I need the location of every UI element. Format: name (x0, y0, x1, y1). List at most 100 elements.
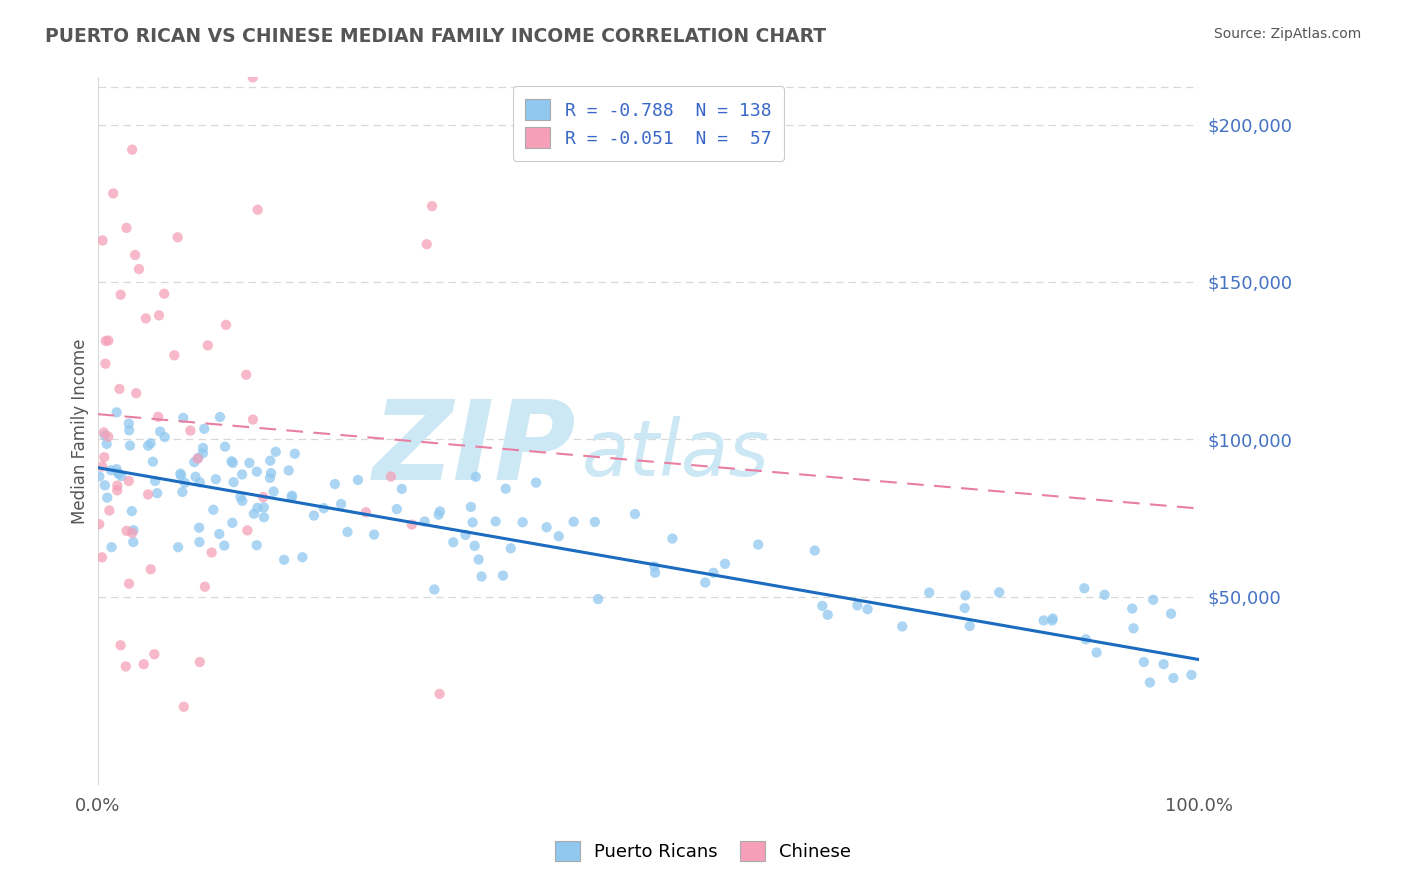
Point (423, 582, 446, 597)
Point (124, 248, 146, 262)
Point (100, 463, 122, 477)
Point (201, 545, 224, 559)
Point (208, 409, 231, 424)
Point (1142, 592, 1164, 607)
Point (586, 592, 609, 607)
Point (183, 455, 205, 469)
Point (253, 500, 276, 515)
Point (918, 585, 941, 599)
Point (128, 262, 150, 277)
Point (243, 507, 266, 521)
Point (136, 487, 159, 501)
Legend: Puerto Ricans, Chinese: Puerto Ricans, Chinese (541, 828, 865, 874)
Point (188, 521, 211, 535)
Point (188, 655, 211, 669)
Point (252, 490, 274, 504)
Point (661, 532, 683, 546)
Point (1153, 657, 1175, 672)
Point (105, 478, 128, 492)
Point (222, 475, 245, 490)
Point (281, 491, 304, 505)
Point (385, 502, 408, 516)
Point (118, 423, 141, 437)
Point (197, 338, 219, 352)
Point (179, 424, 201, 438)
Point (214, 440, 236, 454)
Point (184, 470, 207, 484)
Point (644, 566, 666, 580)
Point (97, 429, 120, 443)
Point (96, 437, 118, 451)
Point (441, 535, 464, 549)
Point (139, 436, 162, 450)
Point (1094, 588, 1116, 602)
Point (273, 553, 295, 567)
Point (1085, 646, 1108, 660)
Point (193, 422, 215, 436)
Point (955, 588, 977, 602)
Point (260, 466, 283, 480)
Point (416, 237, 439, 252)
Point (238, 456, 260, 470)
Point (512, 515, 534, 529)
Point (624, 507, 647, 521)
Point (846, 599, 869, 613)
Point (547, 529, 569, 543)
Point (170, 468, 193, 483)
Point (229, 490, 252, 504)
Point (94, 428, 117, 442)
Point (485, 515, 508, 529)
Point (536, 520, 558, 534)
Point (323, 477, 346, 491)
Point (103, 186, 125, 201)
Point (495, 482, 517, 496)
Point (146, 486, 169, 500)
Point (121, 504, 143, 518)
Point (202, 503, 225, 517)
Point (169, 467, 191, 481)
Point (122, 535, 145, 549)
Point (1121, 601, 1143, 615)
Point (467, 552, 489, 566)
Point (235, 368, 257, 382)
Point (222, 456, 245, 470)
Point (1042, 611, 1064, 625)
Point (803, 543, 825, 558)
Point (380, 469, 402, 483)
Point (291, 550, 314, 565)
Point (231, 467, 253, 482)
Point (284, 447, 307, 461)
Point (108, 467, 131, 481)
Text: Source: ZipAtlas.com: Source: ZipAtlas.com (1213, 27, 1361, 41)
Point (492, 568, 515, 582)
Point (188, 475, 211, 490)
Point (188, 535, 211, 549)
Point (214, 539, 236, 553)
Point (163, 348, 186, 362)
Point (429, 687, 451, 701)
Point (391, 482, 413, 496)
Point (110, 638, 132, 652)
Point (702, 566, 724, 580)
Point (811, 599, 834, 613)
Point (259, 453, 281, 467)
Point (236, 524, 259, 538)
Point (330, 497, 353, 511)
Point (1122, 621, 1144, 635)
Point (153, 286, 176, 301)
Point (524, 475, 547, 490)
Point (136, 439, 159, 453)
Point (121, 143, 143, 157)
Point (187, 451, 209, 466)
Point (93, 425, 115, 440)
Point (246, 500, 269, 515)
Point (135, 311, 157, 326)
Point (461, 516, 484, 530)
Point (231, 494, 253, 508)
Point (464, 539, 486, 553)
Legend: R = -0.788  N = 138, R = -0.051  N =  57: R = -0.788 N = 138, R = -0.051 N = 57 (513, 87, 785, 161)
Point (242, 70, 264, 85)
Point (108, 382, 131, 396)
Point (172, 410, 194, 425)
Point (1180, 668, 1202, 682)
